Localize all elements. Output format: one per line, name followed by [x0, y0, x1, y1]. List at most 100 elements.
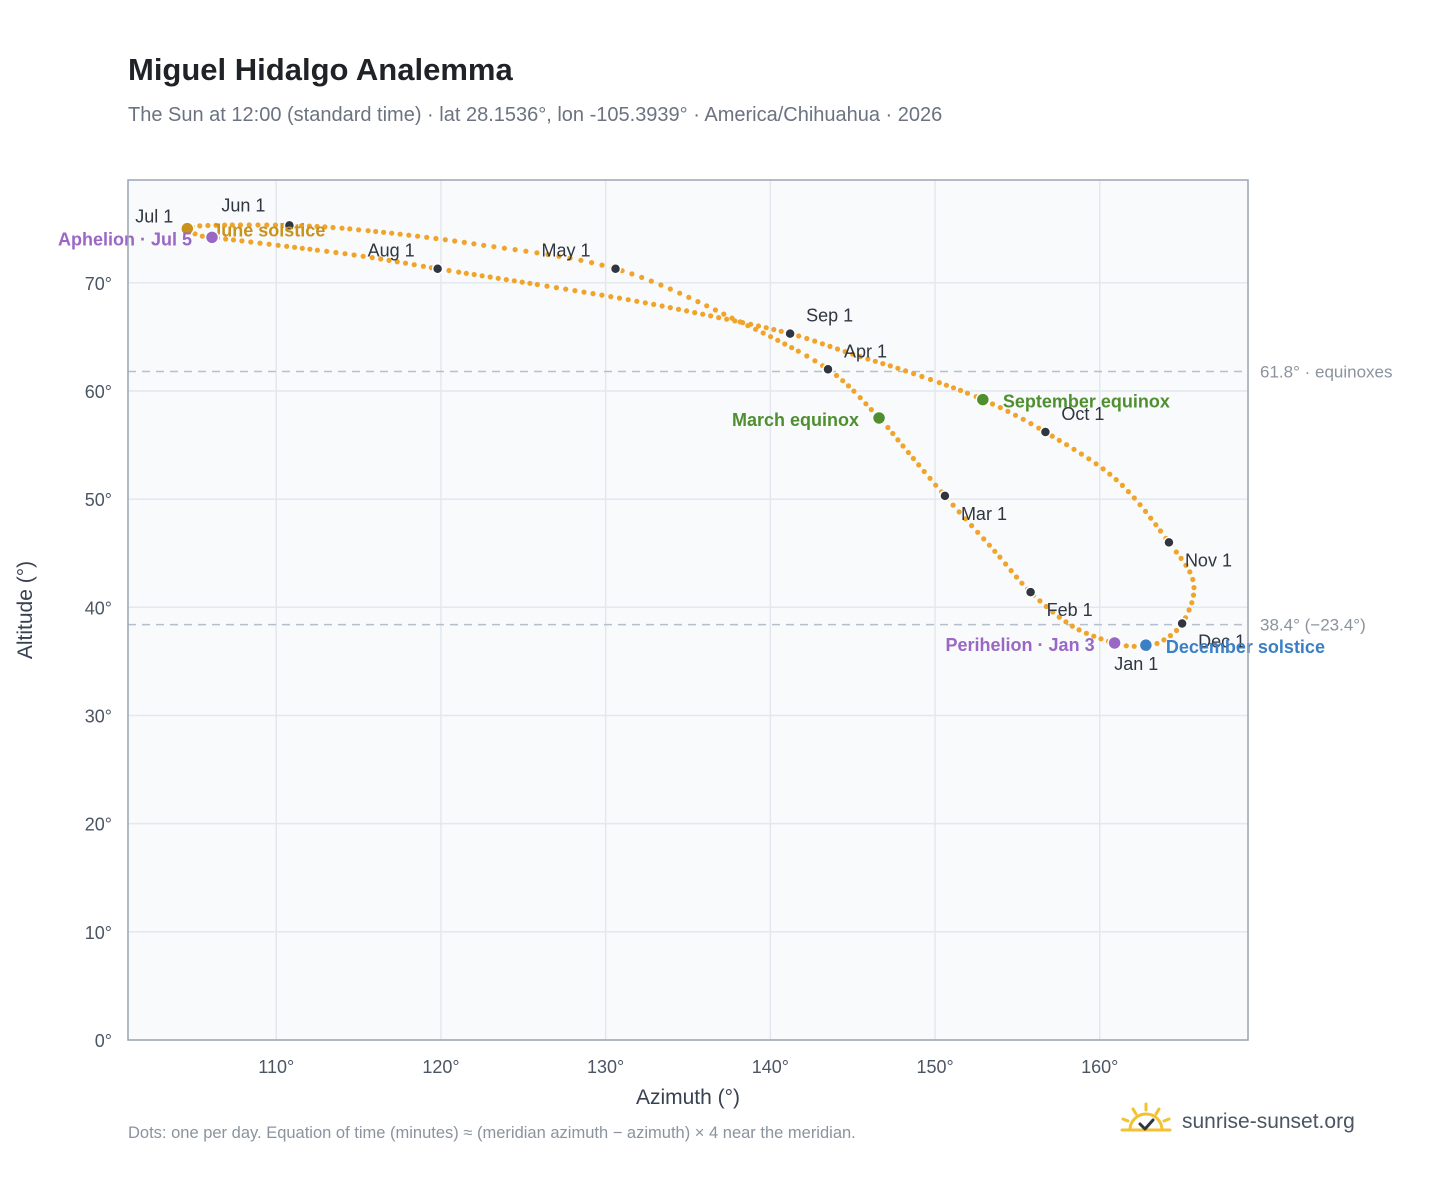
daily-sun-dot: [833, 372, 840, 379]
daily-sun-dot: [503, 277, 509, 283]
daily-sun-dot: [1167, 633, 1173, 639]
daily-sun-dot: [213, 222, 219, 228]
x-tick-label: 110°: [258, 1057, 294, 1077]
event-label: June solstice: [211, 221, 325, 241]
daily-sun-dot: [306, 223, 312, 229]
daily-sun-dot: [553, 285, 560, 291]
daily-sun-dot: [1173, 549, 1179, 555]
month-label: Jun 1: [221, 195, 265, 215]
daily-sun-dot: [523, 248, 529, 254]
month-markers: Jan 1 Feb 1 Mar 1 Apr 1 May 1 Jun 1 Jul 1 Aug 1…: [135, 195, 1245, 674]
daily-sun-dot: [1003, 561, 1009, 567]
month-marker: [1024, 586, 1037, 598]
daily-sun-dot: [512, 247, 518, 253]
daily-sun-dot: [763, 325, 769, 331]
daily-sun-dot: [351, 252, 357, 258]
daily-sun-dot: [933, 482, 939, 488]
daily-sun-dot: [1098, 636, 1104, 642]
event-marker: [871, 410, 887, 426]
month-marker: [283, 219, 296, 232]
daily-sun-dot: [748, 321, 754, 327]
daily-sun-dot: [1091, 633, 1097, 639]
daily-sun-dot: [197, 223, 203, 229]
daily-sun-dot: [581, 289, 587, 295]
daily-sun-dot: [648, 278, 654, 284]
daily-sun-dot: [1142, 508, 1149, 514]
daily-sun-dot: [608, 294, 614, 300]
daily-sun-dot: [634, 298, 640, 304]
daily-sun-dot: [667, 286, 673, 292]
daily-sun-dot: [911, 371, 917, 377]
daily-sun-dot: [1020, 416, 1026, 422]
daily-sun-dot: [446, 267, 452, 274]
month-label: Jan 1: [1114, 654, 1158, 674]
daily-sun-dot: [314, 247, 320, 253]
month-label: Oct 1: [1061, 404, 1104, 424]
daily-sun-dot: [397, 231, 403, 237]
daily-sun-dot: [567, 255, 573, 261]
y-axis-label: Altitude (°): [14, 561, 37, 659]
daily-sun-dot: [389, 230, 395, 236]
daily-sun-dot: [842, 349, 848, 355]
daily-sun-dot: [339, 225, 345, 231]
daily-sun-dot: [989, 401, 996, 407]
month-label: Jul 1: [135, 207, 173, 227]
daily-sun-dot: [402, 260, 409, 266]
daily-sun-dot: [1148, 515, 1154, 521]
month-marker: [822, 363, 834, 376]
event-markers: June solstice December solstice March equi…: [58, 221, 1325, 657]
daily-sun-dot: [1037, 598, 1043, 604]
daily-sun-dot: [545, 251, 551, 258]
daily-sun-dot: [629, 271, 635, 277]
daily-sun-dot: [775, 337, 781, 343]
daily-sun-dot: [501, 245, 507, 251]
daily-sun-dot: [700, 311, 706, 317]
daily-sun-dot: [616, 295, 623, 301]
daily-sun-dot: [1028, 421, 1034, 427]
daily-sun-dot: [192, 231, 198, 237]
sun-icon: [1120, 1102, 1172, 1141]
daily-sun-dot: [1078, 451, 1084, 457]
daily-sun-dot: [895, 437, 901, 443]
daily-sun-dot: [381, 229, 387, 235]
daily-sun-dot: [927, 475, 933, 481]
daily-sun-dot: [491, 244, 497, 250]
y-tick-label: 30°: [85, 706, 112, 726]
daily-sun-dot: [386, 257, 392, 263]
chart-subtitle: The Sun at 12:00 (standard time) · lat 2…: [128, 104, 943, 126]
daily-sun-dot: [307, 246, 313, 252]
event-label: March equinox: [732, 410, 859, 430]
event-label: September equinox: [1003, 392, 1170, 412]
x-tick-label: 130°: [587, 1057, 624, 1077]
daily-sun-dot: [1190, 576, 1196, 583]
daily-sun-dot: [347, 226, 353, 232]
brand-link[interactable]: sunrise-sunset.org: [1120, 1102, 1355, 1141]
daily-sun-dot: [950, 502, 956, 508]
plot-area: [128, 180, 1248, 1040]
daily-sun-dot: [299, 245, 305, 251]
daily-sun-dot: [456, 269, 462, 275]
daily-sun-dot: [812, 358, 818, 364]
daily-sun-dot: [1069, 623, 1075, 629]
daily-sun-dot: [857, 354, 863, 360]
daily-sun-dot: [986, 542, 993, 548]
daily-sun-dot: [599, 292, 605, 298]
daily-sun-dot: [237, 222, 244, 228]
month-label: Feb 1: [1047, 600, 1093, 620]
daily-sun-dot: [1157, 528, 1164, 534]
daily-sun-dot: [1071, 446, 1077, 452]
daily-sun-dot: [975, 529, 981, 535]
month-label: Nov 1: [1185, 550, 1232, 570]
daily-sun-dot: [936, 380, 942, 386]
reference-line-label: 38.4° (−23.4°): [1260, 616, 1366, 635]
daily-sun-dot: [724, 316, 730, 322]
daily-sun-dot: [1050, 609, 1056, 615]
month-label: May 1: [542, 241, 591, 261]
month-marker: [1163, 536, 1175, 549]
daily-sun-dot: [796, 333, 802, 339]
daily-sun-dot: [471, 241, 477, 247]
daily-sun-dot: [642, 300, 648, 306]
daily-sun-dot: [590, 291, 596, 297]
daily-sun-dot: [572, 288, 578, 294]
